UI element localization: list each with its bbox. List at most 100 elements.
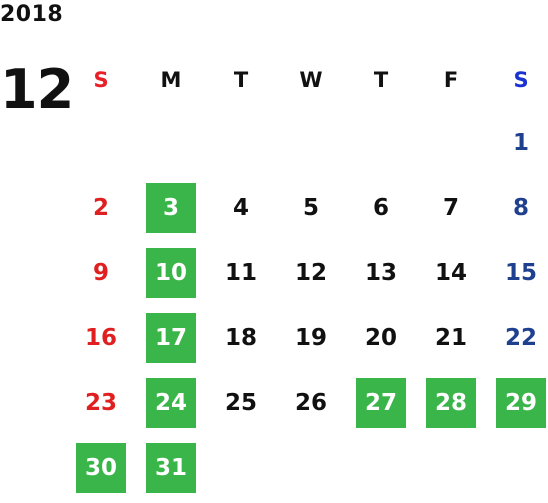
day-cell-highlighted[interactable]: 27 xyxy=(346,370,416,435)
day-number[interactable]: 13 xyxy=(364,259,397,286)
day-cell[interactable]: 22 xyxy=(486,305,548,370)
day-cell[interactable]: 6 xyxy=(346,175,416,240)
day-number xyxy=(76,118,126,168)
day-cell[interactable]: 21 xyxy=(416,305,486,370)
day-cell xyxy=(346,435,416,500)
day-cell[interactable]: 25 xyxy=(206,370,276,435)
day-number[interactable]: 17 xyxy=(146,312,196,363)
day-number[interactable]: 7 xyxy=(442,194,459,221)
day-cell xyxy=(486,435,548,500)
day-number[interactable]: 28 xyxy=(426,377,476,428)
month-number: 12 xyxy=(0,58,74,121)
day-cell xyxy=(416,435,486,500)
weekday-header-wednesday: W xyxy=(299,68,323,92)
day-number[interactable]: 11 xyxy=(224,259,257,286)
day-number xyxy=(216,118,266,168)
day-cell-highlighted[interactable]: 24 xyxy=(136,370,206,435)
day-number[interactable]: 6 xyxy=(372,194,389,221)
day-number[interactable]: 23 xyxy=(84,389,117,416)
day-number xyxy=(286,443,336,493)
day-number[interactable]: 4 xyxy=(232,194,249,221)
day-cell[interactable]: 12 xyxy=(276,240,346,305)
day-cell-highlighted[interactable]: 17 xyxy=(136,305,206,370)
day-number[interactable]: 9 xyxy=(92,259,109,286)
day-number xyxy=(146,118,196,168)
week-row-4: 16 17 18 19 20 21 22 xyxy=(66,305,548,370)
day-cell[interactable]: 15 xyxy=(486,240,548,305)
weekday-header-row: S M T W T F S xyxy=(66,50,548,110)
day-number xyxy=(426,118,476,168)
day-number xyxy=(496,443,546,493)
day-number xyxy=(356,443,406,493)
day-number xyxy=(356,118,406,168)
day-cell[interactable]: 18 xyxy=(206,305,276,370)
day-cell[interactable]: 5 xyxy=(276,175,346,240)
day-cell[interactable]: 23 xyxy=(66,370,136,435)
day-number xyxy=(426,443,476,493)
day-number[interactable]: 31 xyxy=(146,442,196,493)
day-number[interactable]: 5 xyxy=(302,194,319,221)
day-cell xyxy=(66,110,136,175)
day-number[interactable]: 3 xyxy=(146,182,196,233)
day-cell[interactable]: 26 xyxy=(276,370,346,435)
calendar-grid: S M T W T F S 1 2 3 4 5 6 7 8 9 10 11 12… xyxy=(66,50,548,500)
day-cell[interactable]: 16 xyxy=(66,305,136,370)
day-number[interactable]: 18 xyxy=(224,324,257,351)
day-cell xyxy=(416,110,486,175)
day-number[interactable]: 26 xyxy=(294,389,327,416)
day-number[interactable]: 21 xyxy=(434,324,467,351)
weekday-header-sunday: S xyxy=(93,68,109,92)
day-number[interactable]: 20 xyxy=(364,324,397,351)
day-cell[interactable]: 8 xyxy=(486,175,548,240)
day-number[interactable]: 25 xyxy=(224,389,257,416)
week-row-2: 2 3 4 5 6 7 8 xyxy=(66,175,548,240)
day-cell[interactable]: 19 xyxy=(276,305,346,370)
day-cell xyxy=(276,435,346,500)
day-number xyxy=(286,118,336,168)
day-cell xyxy=(276,110,346,175)
day-cell-highlighted[interactable]: 28 xyxy=(416,370,486,435)
weekday-header-monday: M xyxy=(160,68,182,92)
week-row-6: 30 31 xyxy=(66,435,548,500)
day-cell[interactable]: 11 xyxy=(206,240,276,305)
weekday-header-saturday: S xyxy=(513,68,529,92)
day-number xyxy=(216,443,266,493)
day-number[interactable]: 27 xyxy=(356,377,406,428)
day-number[interactable]: 30 xyxy=(76,442,126,493)
day-cell[interactable]: 14 xyxy=(416,240,486,305)
day-cell xyxy=(206,435,276,500)
day-cell[interactable]: 1 xyxy=(486,110,548,175)
weekday-header-friday: F xyxy=(443,68,459,92)
day-cell-highlighted[interactable]: 30 xyxy=(66,435,136,500)
day-number[interactable]: 10 xyxy=(146,247,196,298)
day-cell-highlighted[interactable]: 29 xyxy=(486,370,548,435)
day-cell[interactable]: 2 xyxy=(66,175,136,240)
day-number[interactable]: 19 xyxy=(294,324,327,351)
day-cell[interactable]: 9 xyxy=(66,240,136,305)
day-number[interactable]: 12 xyxy=(294,259,327,286)
day-cell[interactable]: 13 xyxy=(346,240,416,305)
day-number[interactable]: 16 xyxy=(84,324,117,351)
day-number[interactable]: 24 xyxy=(146,377,196,428)
week-row-1: 1 xyxy=(66,110,548,175)
day-number[interactable]: 22 xyxy=(504,324,537,351)
week-row-3: 9 10 11 12 13 14 15 xyxy=(66,240,548,305)
day-number[interactable]: 15 xyxy=(504,259,537,286)
day-cell xyxy=(346,110,416,175)
day-number[interactable]: 29 xyxy=(496,377,546,428)
day-cell-highlighted[interactable]: 31 xyxy=(136,435,206,500)
day-number[interactable]: 8 xyxy=(512,194,529,221)
day-cell-highlighted[interactable]: 3 xyxy=(136,175,206,240)
day-cell-highlighted[interactable]: 10 xyxy=(136,240,206,305)
week-row-5: 23 24 25 26 27 28 29 xyxy=(66,370,548,435)
day-number[interactable]: 1 xyxy=(512,129,529,156)
year-label: 2018 xyxy=(0,2,64,27)
day-cell[interactable]: 4 xyxy=(206,175,276,240)
day-number[interactable]: 2 xyxy=(92,194,109,221)
day-cell[interactable]: 20 xyxy=(346,305,416,370)
weekday-header-tuesday: T xyxy=(233,68,249,92)
day-number[interactable]: 14 xyxy=(434,259,467,286)
day-cell[interactable]: 7 xyxy=(416,175,486,240)
day-cell xyxy=(136,110,206,175)
day-cell xyxy=(206,110,276,175)
